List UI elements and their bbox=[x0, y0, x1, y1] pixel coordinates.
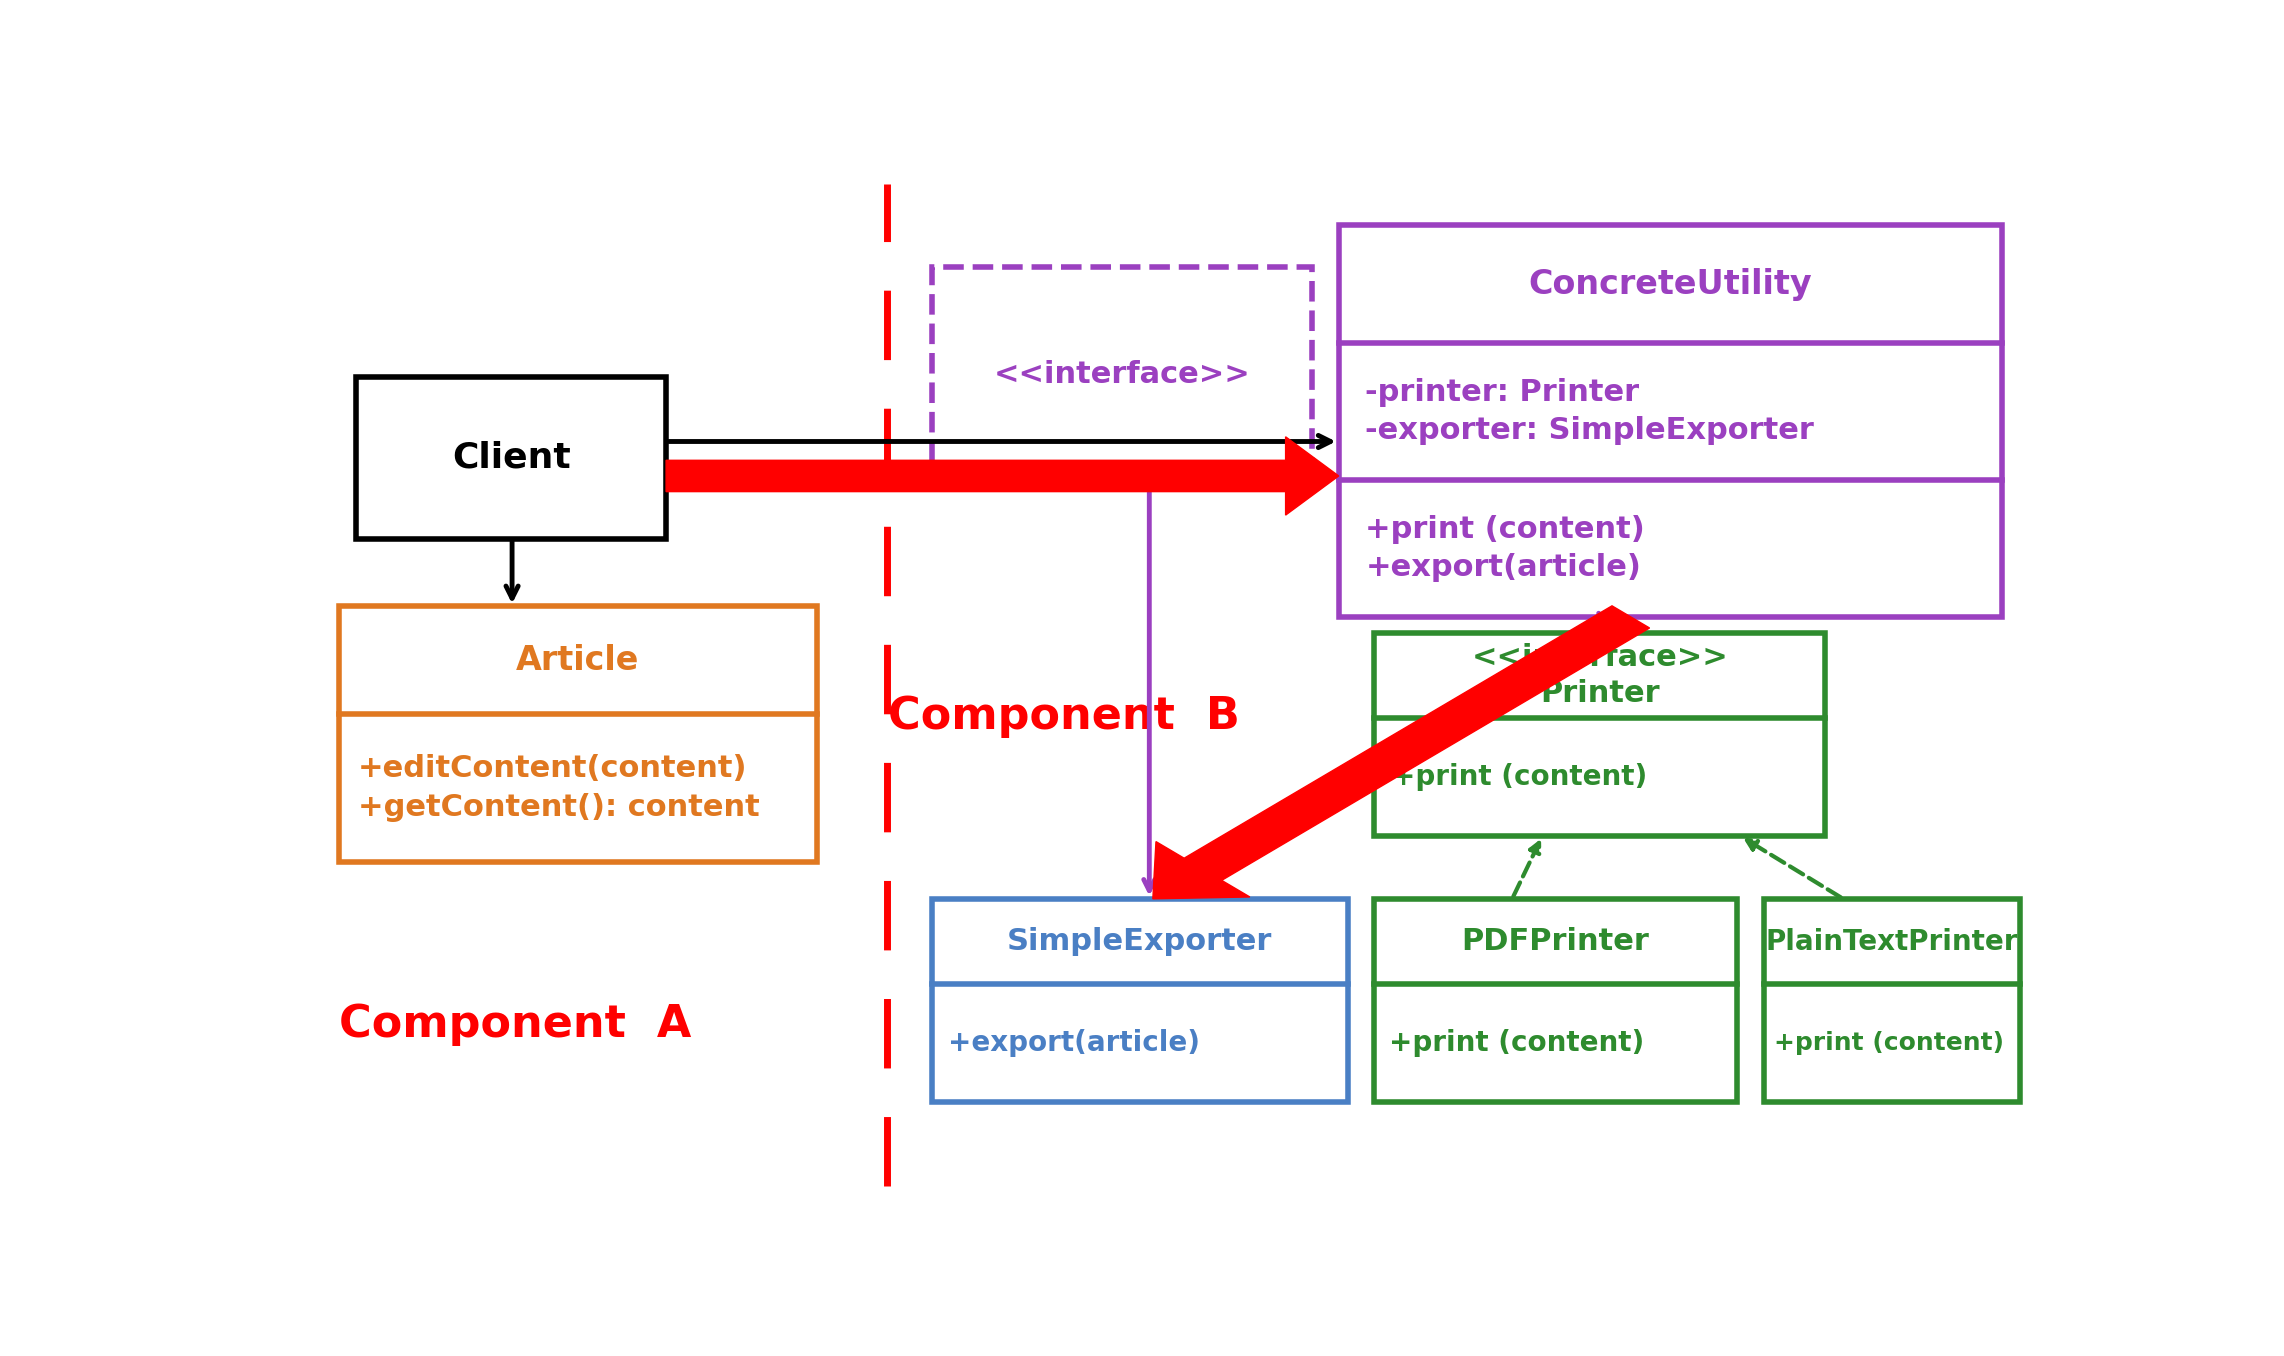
Text: +print (content): +print (content) bbox=[1393, 763, 1647, 791]
Text: Article: Article bbox=[516, 644, 640, 677]
Polygon shape bbox=[667, 437, 1338, 515]
Text: -printer: Printer
-exporter: SimpleExporter: -printer: Printer -exporter: SimpleExpor… bbox=[1366, 378, 1813, 445]
Text: PDFPrinter: PDFPrinter bbox=[1462, 928, 1649, 956]
Text: PlainTextPrinter: PlainTextPrinter bbox=[1766, 928, 2019, 956]
Text: Client: Client bbox=[452, 441, 571, 475]
Text: Component  A: Component A bbox=[340, 1002, 692, 1045]
Text: <<interface>>
Printer: <<interface>> Printer bbox=[1471, 643, 1729, 708]
Text: +editContent(content)
+getContent(): content: +editContent(content) +getContent(): con… bbox=[359, 754, 761, 822]
Text: +export(article): +export(article) bbox=[948, 1029, 1199, 1058]
FancyBboxPatch shape bbox=[1338, 225, 2003, 617]
Polygon shape bbox=[1153, 606, 1649, 899]
Text: +print (content): +print (content) bbox=[1775, 1032, 2003, 1055]
Text: ConcreteUtility: ConcreteUtility bbox=[1528, 267, 1813, 301]
Text: SimpleExporter: SimpleExporter bbox=[1007, 928, 1272, 956]
FancyBboxPatch shape bbox=[932, 899, 1348, 1102]
FancyBboxPatch shape bbox=[1375, 632, 1825, 837]
FancyBboxPatch shape bbox=[338, 606, 818, 862]
Text: <<interface>>: <<interface>> bbox=[994, 359, 1249, 389]
FancyBboxPatch shape bbox=[932, 267, 1311, 481]
Text: Component  B: Component B bbox=[888, 694, 1240, 738]
Text: +print (content): +print (content) bbox=[1389, 1029, 1644, 1058]
Text: +print (content)
+export(article): +print (content) +export(article) bbox=[1366, 515, 1644, 582]
FancyBboxPatch shape bbox=[1763, 899, 2019, 1102]
FancyBboxPatch shape bbox=[356, 377, 667, 538]
FancyBboxPatch shape bbox=[1375, 899, 1736, 1102]
